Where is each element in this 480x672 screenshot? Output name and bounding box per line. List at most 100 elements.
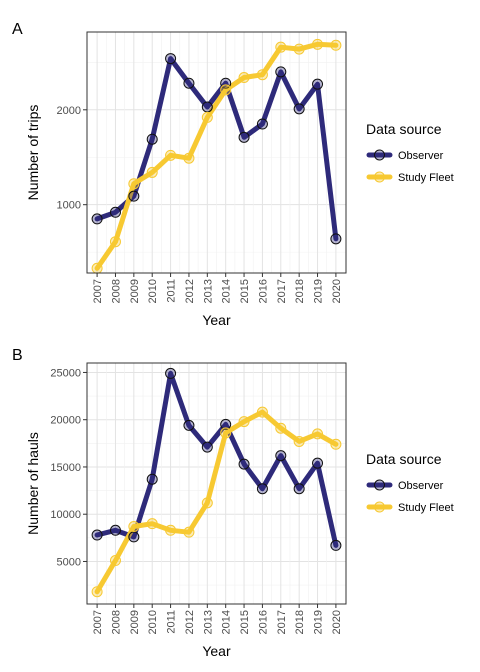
data-point-observer [293, 103, 305, 115]
data-point-study_fleet [165, 524, 177, 536]
x-tick-label: 2009 [129, 279, 141, 303]
x-tick-label: 2009 [129, 610, 141, 634]
x-tick-label: 2019 [313, 279, 325, 303]
data-point-observer [220, 418, 232, 430]
x-tick-label: 2008 [110, 279, 122, 303]
legend-key-point-observer [374, 479, 385, 491]
data-point-observer [109, 524, 121, 536]
data-point-observer [275, 66, 287, 78]
panel-tag: B [12, 347, 23, 364]
x-tick-label: 2017 [276, 610, 288, 634]
legend-title: Data source [366, 121, 442, 137]
data-point-observer [91, 529, 103, 541]
data-point-observer [109, 206, 121, 218]
data-point-observer [201, 441, 213, 453]
data-point-observer [183, 77, 195, 89]
x-tick-label: 2007 [92, 610, 104, 634]
data-point-study_fleet [201, 497, 213, 509]
data-point-study_fleet [146, 166, 158, 178]
data-point-study_fleet [128, 521, 140, 533]
legend-label-observer: Observer [398, 480, 444, 492]
data-point-observer [330, 539, 342, 551]
data-point-study_fleet [293, 43, 305, 55]
data-point-study_fleet [312, 38, 324, 50]
legend: Data source Observer Study Fleet [366, 121, 454, 184]
legend-label-study_fleet: Study Fleet [398, 172, 454, 184]
legend-label-observer: Observer [398, 150, 444, 162]
x-tick-label: 2017 [276, 279, 288, 303]
x-tick-label: 2020 [331, 610, 343, 634]
series-line-study_fleet [94, 41, 339, 271]
chart-panel-A: A 1000 2000 2007 2008 2009 2010 2011 2012 2013 201… [12, 21, 454, 328]
x-tick-label: 2007 [92, 279, 104, 303]
data-point-study_fleet [109, 555, 121, 567]
x-tick-label: 2018 [294, 610, 306, 634]
data-point-observer [238, 131, 250, 143]
data-point-observer [312, 78, 324, 90]
data-point-study_fleet [275, 41, 287, 53]
data-point-observer [275, 450, 287, 462]
series-line-study_fleet [94, 409, 339, 595]
x-tick-label: 2015 [239, 610, 251, 634]
x-tick-label: 2010 [147, 279, 159, 303]
x-tick-label: 2013 [202, 279, 214, 303]
y-axis-title: Number of hauls [25, 432, 41, 535]
x-tick-label: 2020 [331, 279, 343, 303]
x-tick-label: 2018 [294, 279, 306, 303]
chart-panel-B: B 5000 10000 15000 20000 25000 2007 2008 2009 201… [12, 347, 454, 659]
data-point-study_fleet [128, 178, 140, 190]
panel-tag: A [12, 21, 23, 38]
data-point-observer [238, 458, 250, 470]
data-point-observer [91, 213, 103, 225]
legend-title: Data source [366, 451, 442, 467]
x-tick-label: 2019 [313, 610, 325, 634]
legend: Data source Observer Study Fleet [366, 451, 454, 514]
data-point-study_fleet [238, 416, 250, 428]
data-point-study_fleet [91, 586, 103, 598]
data-point-study_fleet [220, 427, 232, 439]
data-point-study_fleet [91, 262, 103, 274]
data-point-study_fleet [220, 84, 232, 96]
y-tick-label: 10000 [50, 509, 81, 521]
x-tick-label: 2014 [221, 610, 233, 634]
x-tick-label: 2011 [166, 610, 178, 634]
data-point-observer [183, 419, 195, 431]
data-point-observer [256, 118, 268, 130]
x-axis-title: Year [202, 643, 231, 659]
x-tick-label: 2013 [202, 610, 214, 634]
data-point-study_fleet [275, 422, 287, 434]
y-tick-label: 15000 [50, 462, 81, 474]
x-tick-label: 2012 [184, 610, 196, 634]
data-point-study_fleet [256, 69, 268, 81]
legend-label-study_fleet: Study Fleet [398, 502, 454, 514]
x-tick-label: 2008 [110, 610, 122, 634]
y-tick-label: 2000 [57, 105, 81, 117]
y-tick-label: 25000 [50, 367, 81, 379]
data-point-observer [165, 53, 177, 65]
data-point-study_fleet [109, 236, 121, 248]
data-point-study_fleet [256, 406, 268, 418]
x-tick-label: 2012 [184, 279, 196, 303]
data-point-study_fleet [238, 72, 250, 84]
x-tick-label: 2014 [221, 279, 233, 303]
y-tick-label: 1000 [57, 200, 81, 212]
data-point-study_fleet [201, 111, 213, 123]
x-tick-label: 2011 [166, 279, 178, 303]
data-point-study_fleet [146, 518, 158, 530]
data-point-observer [256, 483, 268, 495]
data-point-observer [128, 190, 140, 202]
x-tick-label: 2015 [239, 279, 251, 303]
data-point-observer [201, 101, 213, 113]
data-point-observer [128, 531, 140, 543]
data-point-study_fleet [183, 152, 195, 164]
y-tick-label: 20000 [50, 415, 81, 427]
data-point-observer [293, 483, 305, 495]
data-point-study_fleet [312, 428, 324, 440]
data-point-study_fleet [330, 39, 342, 51]
legend-key-point-observer [374, 149, 385, 161]
series-line-observer [94, 56, 339, 242]
x-tick-label: 2016 [257, 279, 269, 303]
x-axis-title: Year [202, 312, 231, 328]
x-tick-label: 2016 [257, 610, 269, 634]
